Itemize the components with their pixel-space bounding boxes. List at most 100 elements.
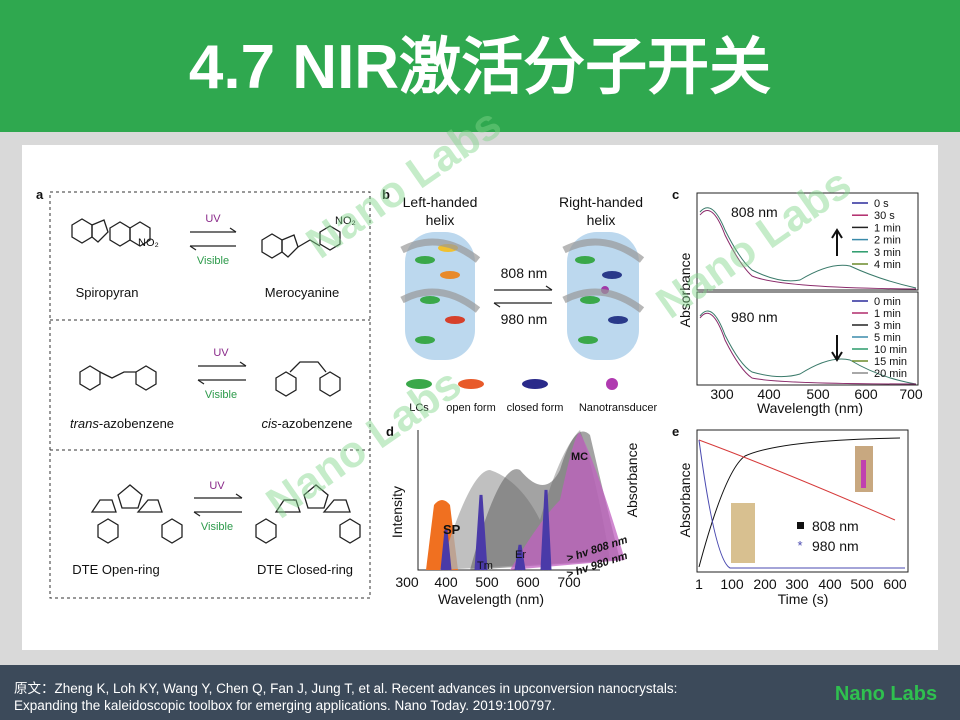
x-tick-label: 400: [434, 574, 458, 590]
molecule-name: Spiropyran: [76, 285, 139, 300]
peak-label: Er: [515, 549, 526, 561]
axes: [417, 430, 600, 571]
curve: [698, 439, 896, 521]
legend-label: 1 min: [874, 308, 901, 320]
curve: [698, 437, 901, 568]
helix-label: helix: [587, 212, 616, 228]
visible: Visible: [197, 255, 229, 267]
axes: [696, 291, 919, 386]
x-axis-label: Wavelength (nm): [757, 400, 863, 416]
citation: Expanding the kaleidoscopic toolbox for …: [14, 698, 555, 713]
photo: [861, 460, 866, 488]
legend-label: 2 min: [874, 235, 901, 247]
x-tick-label: 400: [757, 386, 781, 402]
panel-a: a NO₂ NO₂ UV Visible UV Visible UV Visib…: [36, 187, 371, 599]
arrows: [493, 285, 553, 308]
legend-swatch: *: [797, 538, 802, 553]
legend-label: 980 nm: [812, 538, 859, 554]
panel-label: c: [672, 187, 679, 202]
series-label: 980 nm: [731, 309, 778, 325]
molecule-name: DTE Open-ring: [72, 562, 159, 577]
x-tick-label: 1: [695, 576, 703, 592]
axes: [696, 429, 909, 573]
axes: [696, 192, 919, 291]
arrows: [189, 227, 247, 517]
visible: Visible: [201, 521, 233, 533]
legend-label: LCs: [409, 402, 429, 414]
x-tick-label: 400: [818, 576, 842, 592]
x-tick-label: 500: [806, 386, 830, 402]
y-axis-label: Absorbance: [677, 252, 693, 327]
legend-label: 0 min: [874, 296, 901, 308]
x-tick-label: 100: [720, 576, 744, 592]
legend-label: closed form: [507, 402, 564, 414]
emission-line: [440, 489, 552, 571]
trend-arrow: [831, 228, 843, 362]
atom-label: NO₂: [138, 237, 159, 249]
visible: Visible: [205, 389, 237, 401]
legend-label: 3 min: [874, 247, 901, 259]
ribbon: [400, 238, 645, 313]
x-tick-label: 600: [883, 576, 907, 592]
molecule-name: Merocyanine: [265, 285, 339, 300]
legend-label: 0 s: [874, 198, 889, 210]
uv: UV: [209, 480, 225, 492]
y2-axis-label: Absorbance: [624, 442, 640, 517]
x-tick-label: 600: [516, 574, 540, 590]
y-axis-label: Absorbance: [677, 462, 693, 537]
atom-label: NO₂: [335, 215, 356, 227]
brand: Nano Labs: [835, 683, 937, 705]
spectrum: [510, 432, 625, 570]
legend-swatch: [606, 378, 618, 390]
helix-label: Left-handed: [403, 194, 478, 210]
legend-label: 5 min: [874, 332, 901, 344]
x-tick-label: 500: [850, 576, 874, 592]
molecules: [71, 218, 361, 544]
spectrum: [699, 210, 917, 290]
series-label: 808 nm: [731, 204, 778, 220]
legend-swatch: [458, 379, 484, 389]
legend-label: 10 min: [874, 344, 907, 356]
x-tick-label: 500: [475, 574, 499, 590]
helix-label: helix: [426, 212, 455, 228]
box: [49, 191, 371, 599]
legend-label: 3 min: [874, 320, 901, 332]
x-tick-label: 300: [785, 576, 809, 592]
uv: UV: [213, 347, 229, 359]
panel-label: d: [386, 424, 394, 439]
molecule-name: DTE Closed-ring: [257, 562, 353, 577]
spectrum: [699, 312, 917, 385]
curve: [698, 439, 905, 569]
photo: [731, 503, 755, 563]
legend-swatch: [522, 379, 548, 389]
panel-d: d SP MC Tm Er > hv 808 nm > hv 980 nm In…: [386, 424, 640, 607]
x-tick-label: 300: [395, 574, 419, 590]
legend-label: 30 s: [874, 210, 895, 222]
x-tick-label: 700: [557, 574, 581, 590]
panel-b: b Left-handed helix Right-handed helix 8…: [382, 187, 657, 414]
x-ticks: 300 400 500 600 700: [395, 574, 581, 590]
legend-label: open form: [446, 402, 496, 414]
peak-label: SP: [443, 522, 461, 537]
x-tick-label: 300: [710, 386, 734, 402]
footer-bar: [0, 665, 960, 720]
legend-label: 15 min: [874, 356, 907, 368]
legend-label: 20 min: [874, 368, 907, 380]
legend-label: Nanotransducer: [579, 402, 658, 414]
legend-label: 1 min: [874, 222, 901, 234]
molecule-name: trans-azobenzene: [70, 416, 174, 431]
header-bar: [0, 0, 960, 132]
x-axis-label: Wavelength (nm): [438, 591, 544, 607]
panel-label: e: [672, 424, 679, 439]
x-tick-label: 200: [753, 576, 777, 592]
x-ticks: 1 100 200 300 400 500 600: [695, 576, 907, 592]
legend-swatch: [406, 379, 432, 389]
peak-label: Tm: [477, 560, 493, 572]
peak-label: MC: [571, 451, 588, 463]
citation: 原文：Zheng K, Loh KY, Wang Y, Chen Q, Fan …: [14, 681, 677, 696]
wavelength: 808 nm: [501, 265, 548, 281]
